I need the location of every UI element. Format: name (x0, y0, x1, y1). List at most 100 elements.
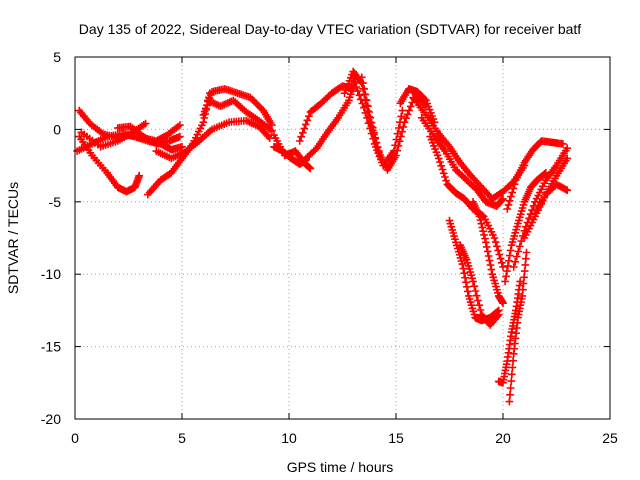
data-point-marker (358, 73, 366, 82)
data-point-marker (305, 112, 313, 120)
data-point-marker (471, 287, 480, 295)
data-point-marker (525, 214, 533, 223)
data-point-marker (511, 229, 519, 237)
data-point-marker (494, 310, 503, 319)
data-point-marker (366, 114, 375, 122)
data-point-marker (503, 267, 511, 275)
grid-lines (75, 57, 610, 419)
data-point-marker (491, 238, 500, 246)
data-point-marker (505, 397, 514, 406)
data-point-marker (302, 120, 310, 129)
data-point-marker (516, 213, 524, 222)
data-point-marker (505, 197, 514, 205)
data-point-marker (542, 169, 550, 177)
data-point-marker (465, 292, 473, 300)
data-point-marker (479, 227, 487, 235)
series-arc28 (509, 144, 571, 271)
data-point-marker (517, 207, 526, 215)
data-point-marker (300, 124, 309, 133)
data-point-marker (507, 241, 516, 249)
data-point-marker (508, 370, 516, 379)
data-point-marker (395, 137, 404, 145)
data-point-marker (478, 223, 486, 232)
data-point-marker (360, 85, 368, 93)
data-point-marker (515, 216, 523, 225)
data-point-marker (398, 127, 406, 136)
data-point-marker (306, 164, 315, 173)
data-point-marker (498, 259, 506, 267)
data-point-marker (348, 84, 357, 92)
data-point-marker (370, 128, 378, 137)
data-point-marker (513, 252, 521, 261)
data-point-marker (486, 261, 495, 269)
data-point-marker (520, 227, 529, 235)
data-point-marker (503, 205, 512, 213)
x-tick-labels: 0 5 10 15 20 25 (71, 430, 618, 446)
data-point-marker (508, 188, 516, 197)
plot-frame (74, 56, 611, 420)
data-point-marker (484, 252, 493, 260)
data-point-marker (507, 377, 516, 385)
data-point-marker (468, 274, 476, 283)
data-point-marker (369, 123, 377, 132)
data-point-marker (499, 299, 507, 307)
data-point-marker (470, 282, 479, 290)
data-point-marker (508, 363, 517, 372)
data-point-marker (519, 285, 527, 294)
series-arc25 (501, 169, 550, 286)
data-point-marker (365, 108, 373, 116)
data-point-marker (176, 121, 184, 129)
data-point-marker (494, 246, 502, 255)
x-tick-label: 5 (178, 430, 186, 446)
data-point-marker (493, 242, 501, 251)
data-point-marker (176, 132, 184, 141)
data-point-marker (468, 304, 477, 313)
data-point-marker (516, 210, 525, 218)
data-point-marker (510, 180, 519, 188)
data-point-marker (405, 106, 413, 115)
data-point-marker (492, 282, 500, 291)
data-point-marker (345, 96, 353, 105)
data-point-marker (514, 247, 523, 256)
data-point-marker (499, 263, 507, 271)
data-point-marker (402, 114, 410, 122)
data-point-marker (178, 143, 186, 151)
data-point-marker (299, 128, 307, 137)
series-layer (73, 67, 571, 406)
data-point-marker (297, 133, 305, 141)
data-point-marker (135, 171, 143, 180)
data-point-marker (361, 90, 370, 99)
data-point-marker (461, 273, 469, 282)
data-point-marker (428, 112, 436, 120)
data-point-marker (463, 283, 471, 291)
series-arc27 (503, 137, 567, 213)
data-point-marker (462, 255, 471, 264)
data-point-marker (506, 246, 515, 255)
data-point-marker (446, 219, 455, 228)
data-point-marker (372, 138, 381, 147)
data-point-marker (357, 95, 365, 104)
data-point-marker (347, 90, 355, 98)
data-point-marker (350, 79, 359, 87)
data-point-marker (493, 285, 501, 294)
data-point-marker (467, 271, 475, 279)
series-arc9 (203, 96, 276, 135)
series-arc30 (531, 180, 571, 218)
x-tick-label: 15 (388, 430, 404, 446)
y-tick-label: -10 (41, 266, 61, 282)
data-point-marker (520, 273, 528, 282)
data-point-marker (504, 262, 512, 270)
data-point-marker (433, 151, 442, 160)
data-point-marker (529, 202, 538, 210)
data-point-marker (502, 272, 510, 281)
x-tick-label: 20 (495, 430, 511, 446)
data-point-marker (395, 124, 403, 132)
data-point-marker (451, 235, 459, 243)
data-point-marker (481, 234, 489, 243)
data-point-marker (476, 216, 485, 224)
data-point-marker (459, 264, 468, 273)
x-tick-label: 25 (602, 430, 618, 446)
data-point-marker (509, 184, 518, 193)
y-axis-label: SDTVAR / TECUs (5, 182, 21, 294)
